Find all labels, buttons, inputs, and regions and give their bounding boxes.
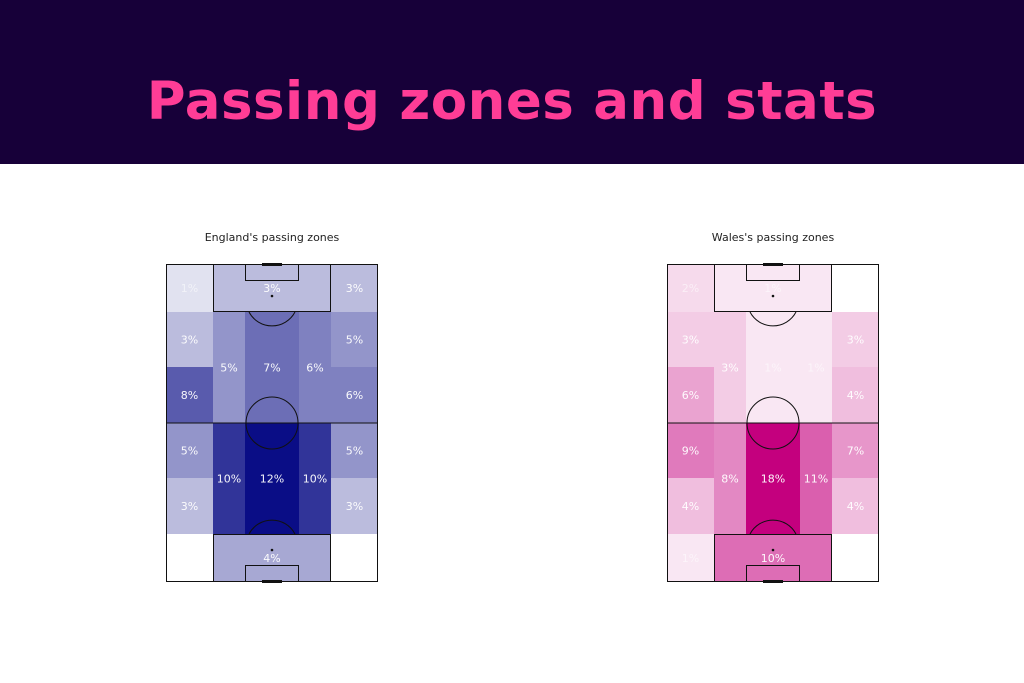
zone-cell-bottom-box xyxy=(213,534,331,582)
zone-label-lower-left-wing: 5% xyxy=(181,445,198,458)
zone-label-bottom-left: 1% xyxy=(682,552,699,565)
zone-cell-top-right xyxy=(331,264,378,312)
zone-cell-bottom-right-wing xyxy=(832,478,879,534)
top-penalty-arc xyxy=(248,311,296,327)
zone-label-upper-left-half: 3% xyxy=(721,362,738,375)
zone-cell-bottom-left xyxy=(667,534,714,582)
zone-label-bottom-box: 10% xyxy=(761,552,785,565)
heatmap-cells xyxy=(166,264,378,582)
heatmap-labels: 2% 1% 0% 3% 3% 3% 1% 1% 6% 4% 9% 7% 8% 18% 11% 4% 4% 1% 10… xyxy=(682,282,864,565)
zone-label-top-left: 1% xyxy=(181,282,198,295)
header-banner: Passing zones and stats xyxy=(0,0,1024,164)
pitch-markings xyxy=(667,263,879,583)
zone-label-bottom-box: 4% xyxy=(263,552,280,565)
centre-circle xyxy=(746,396,800,450)
zone-label-mid-left-wing: 8% xyxy=(181,389,198,402)
zone-label-lower-right-wing: 5% xyxy=(346,445,363,458)
zone-label-lower-left-half: 8% xyxy=(721,473,738,486)
zone-label-upper-centre: 1% xyxy=(764,362,781,375)
zone-label-lower-right-half: 10% xyxy=(303,473,327,486)
zone-label-bottom-left-wing: 3% xyxy=(181,500,198,513)
zone-label-upper-left-wing: 3% xyxy=(181,334,198,347)
zone-label-bottom-left: 0% xyxy=(181,552,198,565)
zone-cell-lower-left-half xyxy=(213,423,245,534)
zone-label-upper-left-half: 5% xyxy=(220,362,237,375)
bottom-penalty-arc xyxy=(749,519,797,535)
heatmap-cells xyxy=(667,264,879,582)
wales-passing-heatmap: 2% 1% 0% 3% 3% 3% 1% 1% 6% 4% 9% 7% 8% 18% 11% 4% 4% 1% 10… xyxy=(667,263,879,583)
zone-cell-lower-right-wing xyxy=(331,423,378,478)
wales-chart-title: Wales's passing zones xyxy=(711,231,835,244)
zone-label-upper-left-wing: 3% xyxy=(682,334,699,347)
zone-label-lower-right-half: 11% xyxy=(804,473,828,486)
zone-label-upper-centre: 7% xyxy=(263,362,280,375)
zone-label-upper-right-half: 1% xyxy=(807,362,824,375)
zone-cell-upper-right-half xyxy=(299,312,331,423)
zone-cell-bottom-left-wing xyxy=(166,478,213,534)
top-penalty-spot xyxy=(771,294,775,298)
bottom-penalty-arc xyxy=(248,519,296,535)
zone-cell-bottom-box xyxy=(714,534,832,582)
zone-label-bottom-right-wing: 3% xyxy=(346,500,363,513)
bottom-penalty-spot xyxy=(270,548,274,552)
bottom-penalty-spot xyxy=(771,548,775,552)
zone-cell-upper-right-wing xyxy=(331,312,378,367)
zone-cell-lower-left-wing xyxy=(667,423,714,478)
zone-cell-upper-right-half xyxy=(800,312,832,423)
zone-cell-lower-left-half xyxy=(714,423,746,534)
zone-cell-lower-right-half xyxy=(800,423,832,534)
top-penalty-arc xyxy=(749,311,797,327)
england-chart-title: England's passing zones xyxy=(204,231,340,244)
zone-cell-upper-left-wing xyxy=(667,312,714,367)
zone-label-upper-right-half: 6% xyxy=(306,362,323,375)
zone-cell-bottom-left-wing xyxy=(667,478,714,534)
zone-cell-top-left xyxy=(667,264,714,312)
zone-cell-lower-left-wing xyxy=(166,423,213,478)
zone-cell-mid-left-wing xyxy=(667,367,714,423)
top-penalty-spot xyxy=(270,294,274,298)
zone-label-mid-right-wing: 4% xyxy=(847,389,864,402)
zone-label-lower-centre: 18% xyxy=(761,473,785,486)
zone-label-lower-left-wing: 9% xyxy=(682,445,699,458)
centre-circle xyxy=(245,396,299,450)
zone-cell-top-left xyxy=(166,264,213,312)
pitch-markings xyxy=(166,263,378,583)
heatmap-labels: 1% 3% 3% 3% 5% 5% 7% 6% 8% 6% 5% 5% 10% 12% 10% 3% 3% 0% 4… xyxy=(181,282,363,565)
zone-cell-upper-left-half xyxy=(714,312,746,423)
zone-cell-lower-right-half xyxy=(299,423,331,534)
zone-cell-mid-right-wing xyxy=(331,367,378,423)
zone-cell-upper-left-half xyxy=(213,312,245,423)
zone-label-mid-left-wing: 6% xyxy=(682,389,699,402)
zone-label-top-box: 3% xyxy=(263,282,280,295)
zone-cell-upper-left-wing xyxy=(166,312,213,367)
zone-label-lower-left-half: 10% xyxy=(217,473,241,486)
zone-cell-mid-left-wing xyxy=(166,367,213,423)
zone-label-bottom-right: 0% xyxy=(847,552,864,565)
zone-label-top-left: 2% xyxy=(682,282,699,295)
england-passing-heatmap: 1% 3% 3% 3% 5% 5% 7% 6% 8% 6% 5% 5% 10% 12% 10% 3% 3% 0% 4… xyxy=(166,263,378,583)
zone-label-lower-centre: 12% xyxy=(260,473,284,486)
zone-label-top-box: 1% xyxy=(764,282,781,295)
zone-cell-upper-right-wing xyxy=(832,312,879,367)
zone-label-bottom-right-wing: 4% xyxy=(847,500,864,513)
zone-cell-top-box xyxy=(213,264,331,312)
zone-label-top-right: 3% xyxy=(346,282,363,295)
zone-label-bottom-left-wing: 4% xyxy=(682,500,699,513)
zone-cell-top-box xyxy=(714,264,832,312)
page-title: Passing zones and stats xyxy=(146,71,878,132)
zone-cell-bottom-right-wing xyxy=(331,478,378,534)
zone-label-upper-right-wing: 3% xyxy=(847,334,864,347)
zone-label-mid-right-wing: 6% xyxy=(346,389,363,402)
zone-label-bottom-right: 0% xyxy=(346,552,363,565)
zone-label-upper-right-wing: 5% xyxy=(346,334,363,347)
zone-label-top-right: 0% xyxy=(847,282,864,295)
zone-cell-mid-right-wing xyxy=(832,367,879,423)
zone-label-lower-right-wing: 7% xyxy=(847,445,864,458)
zone-cell-lower-right-wing xyxy=(832,423,879,478)
